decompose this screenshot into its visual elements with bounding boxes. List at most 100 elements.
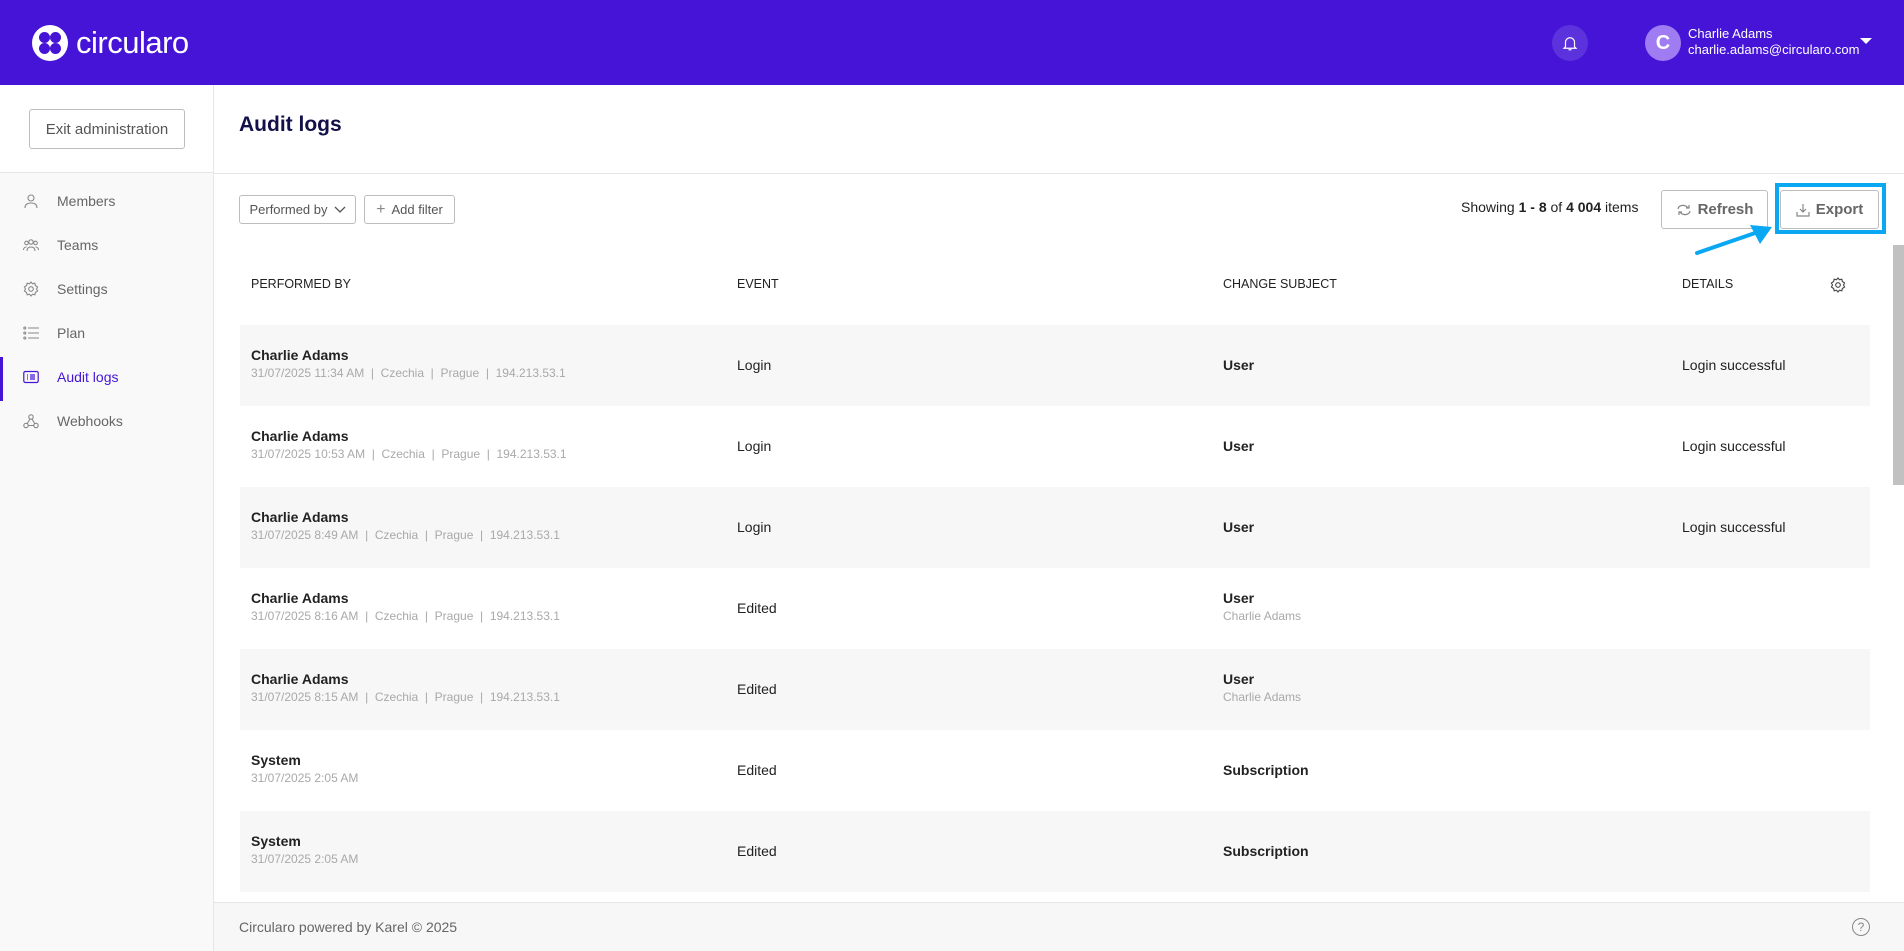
- user-menu[interactable]: Charlie Adams charlie.adams@circularo.co…: [1688, 26, 1859, 58]
- export-highlight-box: [1775, 183, 1886, 234]
- change-subject-cell: User Charlie Adams: [1223, 590, 1301, 623]
- add-filter-button[interactable]: + Add filter: [364, 195, 455, 224]
- refresh-icon: [1676, 204, 1691, 215]
- pagination-summary: Showing 1 - 8 of 4 004 items: [1461, 199, 1639, 215]
- sidebar-item-webhooks[interactable]: Webhooks: [0, 401, 214, 441]
- footer: Circularo powered by Karel © 2025 ?: [214, 902, 1904, 951]
- performer-meta: 31/07/2025 11:34 AM | Czechia | Prague |…: [251, 366, 566, 380]
- change-subject-cell: User Charlie Adams: [1223, 671, 1301, 704]
- logo-icon: [32, 25, 68, 61]
- page-title: Audit logs: [239, 113, 342, 136]
- column-settings-gear-icon[interactable]: [1830, 277, 1846, 293]
- annotation-arrow-icon: [1695, 225, 1772, 255]
- performed-by-cell: Charlie Adams 31/07/2025 8:16 AM | Czech…: [251, 590, 560, 623]
- subject-name: Subscription: [1223, 762, 1309, 778]
- change-subject-cell: Subscription: [1223, 762, 1309, 778]
- subject-name: User: [1223, 590, 1255, 606]
- table-row[interactable]: Charlie Adams 31/07/2025 10:53 AM | Czec…: [240, 406, 1870, 487]
- audit-log-icon: [23, 369, 39, 385]
- column-header-event[interactable]: EVENT: [737, 277, 779, 291]
- chevron-down-icon: [334, 206, 345, 213]
- performed-by-cell: Charlie Adams 31/07/2025 8:15 AM | Czech…: [251, 671, 560, 704]
- sidebar-item-teams[interactable]: Teams: [0, 225, 214, 265]
- event-cell: Edited: [737, 843, 777, 859]
- change-subject-cell: User: [1223, 357, 1254, 373]
- top-bar: circularo C Charlie Adams charlie.adams@…: [0, 0, 1904, 85]
- event-cell: Login: [737, 438, 772, 454]
- brand-name: circularo: [76, 25, 189, 60]
- performer-name: Charlie Adams: [251, 347, 349, 363]
- sidebar-item-settings[interactable]: Settings: [0, 269, 214, 309]
- webhook-icon: [23, 413, 39, 429]
- table-row[interactable]: Charlie Adams 31/07/2025 11:34 AM | Czec…: [240, 325, 1870, 406]
- performed-by-cell: Charlie Adams 31/07/2025 11:34 AM | Czec…: [251, 347, 566, 380]
- table-row[interactable]: Charlie Adams 31/07/2025 8:15 AM | Czech…: [240, 649, 1870, 730]
- performer-name: Charlie Adams: [251, 671, 349, 687]
- performer-meta: 31/07/2025 8:15 AM | Czechia | Prague | …: [251, 690, 560, 704]
- avatar[interactable]: C: [1645, 25, 1681, 61]
- performer-name: Charlie Adams: [251, 509, 349, 525]
- refresh-button[interactable]: Refresh: [1661, 190, 1768, 229]
- change-subject-cell: User: [1223, 519, 1254, 535]
- column-header-change-subject[interactable]: CHANGE SUBJECT: [1223, 277, 1337, 291]
- exit-administration-button[interactable]: Exit administration: [29, 109, 185, 149]
- details-cell: Login successful: [1682, 438, 1786, 454]
- subject-name: User: [1223, 671, 1255, 687]
- download-icon: [1796, 203, 1810, 217]
- notifications-button[interactable]: [1552, 25, 1588, 61]
- event-cell: Login: [737, 519, 772, 535]
- table-row[interactable]: System 31/07/2025 2:05 AM Edited Subscri…: [240, 730, 1870, 811]
- sidebar-item-audit-logs[interactable]: Audit logs: [0, 357, 214, 401]
- performer-meta: 31/07/2025 2:05 AM: [251, 852, 359, 866]
- subject-detail: Charlie Adams: [1223, 609, 1302, 623]
- table-row[interactable]: Charlie Adams 31/07/2025 8:16 AM | Czech…: [240, 568, 1870, 649]
- list-icon: [23, 325, 39, 341]
- divider: [214, 173, 1904, 174]
- column-header-details[interactable]: DETAILS: [1682, 277, 1734, 291]
- subject-name: User: [1223, 357, 1255, 373]
- column-header-performed-by[interactable]: PERFORMED BY: [251, 277, 352, 291]
- sidebar: Exit administration Members Teams Settin…: [0, 85, 214, 951]
- team-icon: [23, 237, 39, 253]
- logo[interactable]: circularo: [32, 25, 189, 61]
- subject-name: User: [1223, 519, 1255, 535]
- sidebar-item-plan[interactable]: Plan: [0, 313, 214, 353]
- event-cell: Edited: [737, 762, 777, 778]
- event-cell: Login: [737, 357, 772, 373]
- subject-name: User: [1223, 438, 1255, 454]
- performed-by-cell: System 31/07/2025 2:05 AM: [251, 833, 358, 866]
- performer-name: Charlie Adams: [251, 590, 349, 606]
- plus-icon: +: [376, 200, 386, 218]
- caret-down-icon[interactable]: [1860, 38, 1872, 44]
- gear-icon: [23, 281, 39, 297]
- event-cell: Edited: [737, 681, 777, 697]
- table-row[interactable]: Charlie Adams 31/07/2025 8:49 AM | Czech…: [240, 487, 1870, 568]
- help-icon[interactable]: ?: [1852, 918, 1870, 936]
- change-subject-cell: User: [1223, 438, 1254, 454]
- details-cell: Login successful: [1682, 357, 1786, 373]
- scrollbar[interactable]: [1893, 245, 1904, 485]
- performed-by-cell: Charlie Adams 31/07/2025 8:49 AM | Czech…: [251, 509, 560, 542]
- bell-icon: [1562, 37, 1578, 51]
- performer-name: System: [251, 833, 301, 849]
- performer-name: Charlie Adams: [251, 428, 349, 444]
- user-name: Charlie Adams: [1688, 26, 1773, 41]
- performed-by-cell: System 31/07/2025 2:05 AM: [251, 752, 358, 785]
- table-row[interactable]: System 31/07/2025 2:05 AM Edited Subscri…: [240, 811, 1870, 892]
- footer-text: Circularo powered by Karel © 2025: [239, 919, 458, 935]
- subject-name: Subscription: [1223, 843, 1309, 859]
- performer-meta: 31/07/2025 2:05 AM: [251, 771, 359, 785]
- performed-by-filter[interactable]: Performed by: [239, 195, 356, 224]
- subject-detail: Charlie Adams: [1223, 690, 1302, 704]
- performed-by-cell: Charlie Adams 31/07/2025 10:53 AM | Czec…: [251, 428, 567, 461]
- user-email: charlie.adams@circularo.com: [1688, 42, 1860, 57]
- performer-meta: 31/07/2025 8:16 AM | Czechia | Prague | …: [251, 609, 560, 623]
- person-icon: [23, 193, 39, 209]
- performer-meta: 31/07/2025 10:53 AM | Czechia | Prague |…: [251, 447, 567, 461]
- details-cell: Login successful: [1682, 519, 1786, 535]
- performer-meta: 31/07/2025 8:49 AM | Czechia | Prague | …: [251, 528, 560, 542]
- sidebar-item-members[interactable]: Members: [0, 181, 214, 221]
- change-subject-cell: Subscription: [1223, 843, 1309, 859]
- event-cell: Edited: [737, 600, 777, 616]
- export-button[interactable]: Export: [1780, 190, 1879, 229]
